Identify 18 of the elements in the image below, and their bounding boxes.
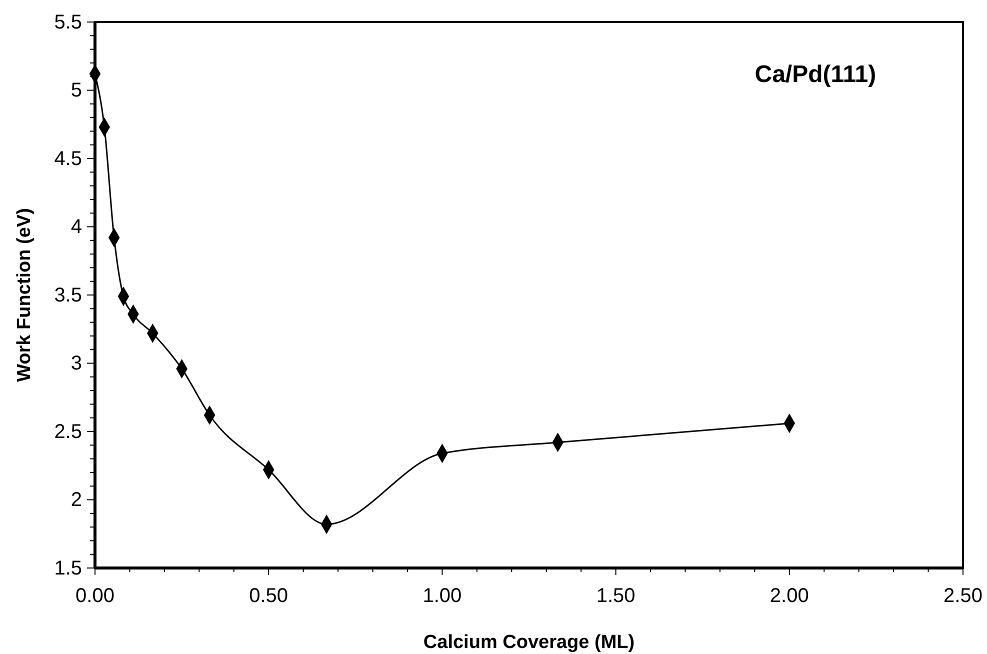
y-tick-label: 3 xyxy=(70,352,82,375)
x-tick-label: 2.00 xyxy=(770,585,809,607)
x-tick-label: 1.00 xyxy=(422,585,462,607)
y-tick-label: 4.5 xyxy=(54,148,82,170)
y-tick-label: 1.5 xyxy=(54,557,82,580)
y-tick-label: 2 xyxy=(70,489,82,512)
x-tick-label: 1.50 xyxy=(596,585,636,607)
annotation: Ca/Pd(111) xyxy=(754,61,876,88)
y-tick-label: 5.5 xyxy=(54,11,82,34)
x-tick-label: 0.00 xyxy=(76,585,114,607)
x-tick-label: 0.50 xyxy=(249,585,288,607)
y-tick-label: 3.5 xyxy=(54,284,82,306)
x-axis-title: Calcium Coverage (ML) xyxy=(423,632,635,653)
y-tick-label: 4 xyxy=(70,216,82,238)
y-axis-title: Work Function (eV) xyxy=(14,208,35,382)
y-tick-label: 5 xyxy=(70,80,82,102)
x-tick-label: 2.50 xyxy=(944,585,982,607)
y-tick-label: 2.5 xyxy=(54,420,82,443)
